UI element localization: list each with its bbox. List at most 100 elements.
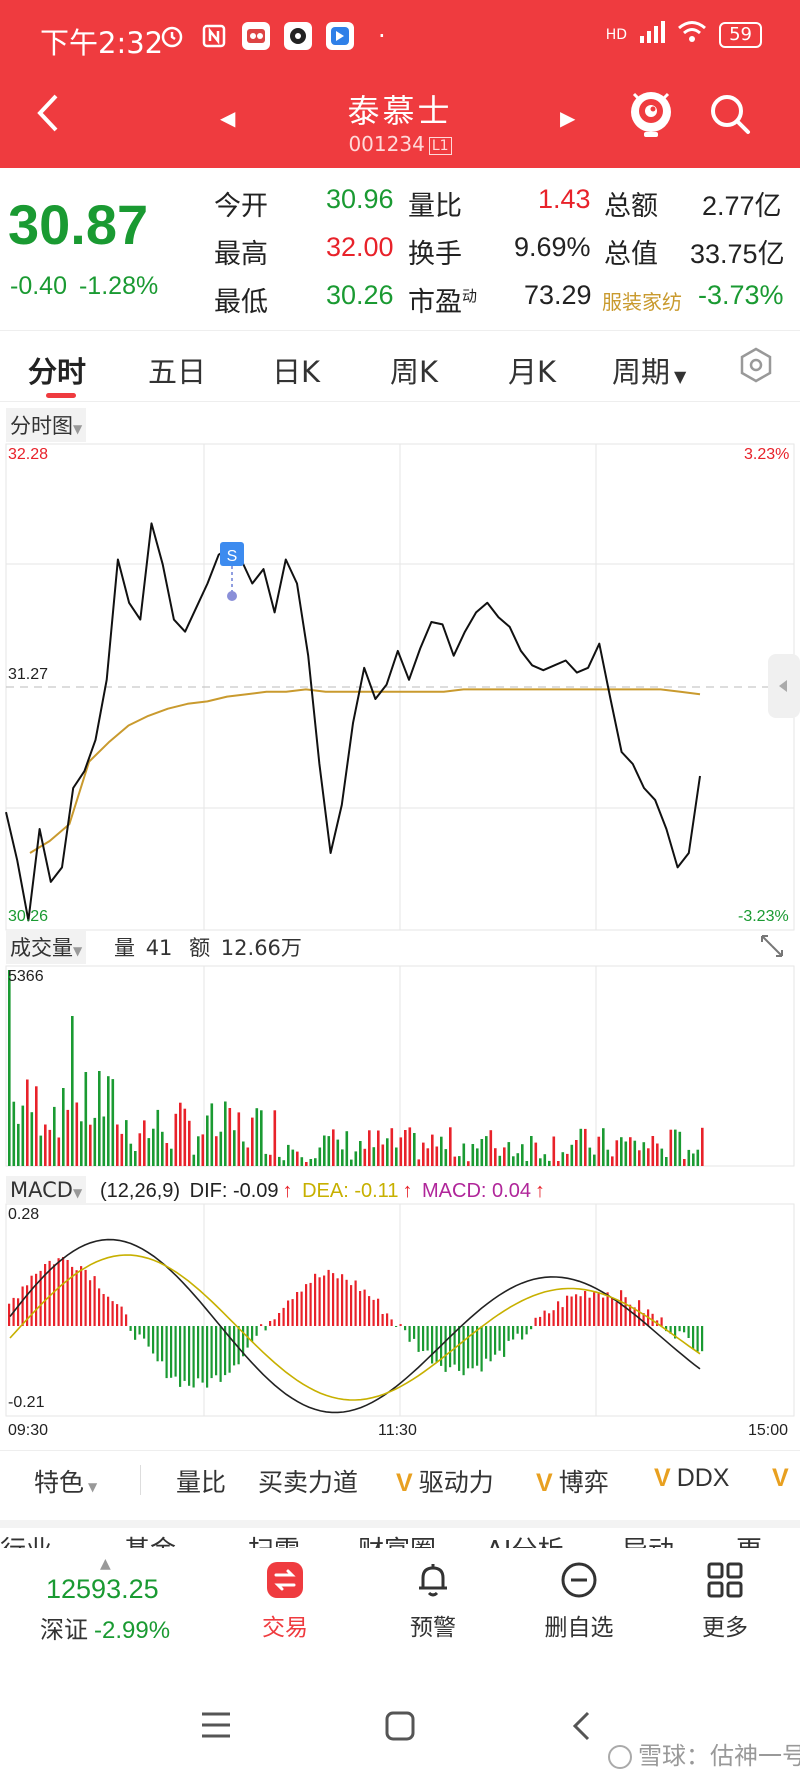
- menu-icon[interactable]: [200, 1710, 232, 1744]
- macd-bar: [678, 1326, 681, 1332]
- prev-stock-button[interactable]: ◀: [220, 106, 236, 130]
- volume-bar: [309, 1159, 313, 1166]
- macd-bar: [206, 1326, 209, 1388]
- tab-weekly-k[interactable]: 周K: [390, 355, 439, 389]
- index-value[interactable]: 12593.25: [46, 1574, 159, 1604]
- volume-bar: [476, 1148, 479, 1166]
- tab-wealth-circle[interactable]: 财富圈: [358, 1530, 436, 1548]
- macd-bar: [273, 1319, 276, 1326]
- macd-bar: [696, 1326, 699, 1352]
- macd-bar: [318, 1277, 321, 1326]
- index-name[interactable]: 深证 -2.99%: [40, 1610, 170, 1645]
- indicator-special[interactable]: 特色 ▼: [34, 1463, 97, 1499]
- volume-bar: [593, 1154, 596, 1166]
- intraday-chart[interactable]: S: [0, 404, 800, 1448]
- macd-bar: [192, 1326, 195, 1388]
- indicator-buy-sell-force[interactable]: 买卖力道: [258, 1468, 359, 1497]
- chart-area: 分时图▼ S: [0, 404, 800, 1448]
- volume-indicator-selector[interactable]: 成交量▼: [6, 930, 87, 964]
- tab-monthly-k[interactable]: 月K: [508, 355, 557, 389]
- next-stock-button[interactable]: ▶: [560, 106, 576, 130]
- volume-bar: [183, 1108, 187, 1166]
- volume-bar: [651, 1136, 655, 1166]
- macd-bar: [602, 1297, 605, 1326]
- back-arrow-icon[interactable]: [26, 90, 72, 136]
- macd-bar: [615, 1302, 618, 1326]
- macd-bar: [467, 1326, 470, 1369]
- hexagon-settings-icon[interactable]: [736, 345, 776, 385]
- volume-bar: [512, 1156, 515, 1166]
- tab-industry[interactable]: 行业: [0, 1530, 52, 1548]
- expand-icon[interactable]: [761, 935, 783, 957]
- watermark-text: 雪球：估神一号: [638, 1742, 800, 1770]
- macd-bar: [233, 1326, 236, 1366]
- tab-intraday[interactable]: 分时: [28, 355, 87, 389]
- indicator-more-partial[interactable]: V: [772, 1463, 795, 1493]
- pe-label-text: 市盈: [408, 287, 462, 318]
- tab-daily-k[interactable]: 日K: [272, 355, 321, 389]
- trade-label: 交易: [262, 1615, 308, 1641]
- volume-bars: [8, 970, 704, 1166]
- tab-more[interactable]: 更: [736, 1530, 762, 1548]
- app-notify-icon: [326, 22, 354, 50]
- volume-bar: [62, 1088, 65, 1166]
- volume-bar: [525, 1161, 529, 1166]
- macd-bar: [314, 1273, 317, 1326]
- volume-bar: [242, 1141, 245, 1166]
- volume-bar: [683, 1159, 686, 1166]
- indicator-volume-ratio[interactable]: 量比: [176, 1468, 227, 1497]
- macd-bar: [116, 1304, 119, 1326]
- macd-bar: [521, 1326, 524, 1340]
- back-icon[interactable]: [570, 1710, 594, 1746]
- search-icon[interactable]: [706, 90, 754, 138]
- price-series: [5, 522, 701, 922]
- chart-type-selector[interactable]: 分时图▼: [6, 408, 87, 442]
- indicator-ddx[interactable]: V DDX: [654, 1463, 729, 1493]
- macd-bar: [489, 1326, 492, 1362]
- macd-bar: [174, 1326, 177, 1377]
- trade-marker[interactable]: S: [220, 542, 244, 601]
- macd-grid: [5, 1203, 795, 1417]
- volume-bar: [318, 1147, 322, 1166]
- home-icon[interactable]: [384, 1710, 416, 1746]
- volume-bar: [39, 1135, 43, 1166]
- industry-name[interactable]: 服装家纺: [602, 290, 682, 314]
- macd-bar: [242, 1326, 245, 1357]
- volume-bar: [224, 1101, 227, 1166]
- system-navigation-bar: 雪球：估神一号: [0, 1680, 800, 1778]
- macd-indicator-selector[interactable]: MACD▼: [6, 1176, 87, 1204]
- macd-bar: [255, 1326, 258, 1336]
- indicator-driving-force[interactable]: V 驱动力: [396, 1463, 494, 1499]
- macd-label: MACD: [10, 1178, 73, 1202]
- macd-bar: [597, 1293, 600, 1326]
- pe-dynamic-mark: 动: [462, 287, 478, 305]
- macd-bar: [390, 1319, 393, 1326]
- volume-bar: [165, 1143, 169, 1166]
- pct-axis-high: 3.23%: [744, 446, 790, 463]
- remove-watchlist-button[interactable]: 删自选: [524, 1560, 634, 1642]
- tab-ai-analysis[interactable]: AI分析: [486, 1530, 563, 1548]
- tab-five-day[interactable]: 五日: [148, 355, 207, 389]
- indicator-game[interactable]: V 博弈: [536, 1463, 609, 1499]
- volume-bar: [53, 1106, 56, 1166]
- volume-bar: [638, 1150, 641, 1166]
- time-axis-start: 09:30: [8, 1422, 49, 1439]
- macd-bar: [480, 1326, 483, 1372]
- more-button[interactable]: 更多: [670, 1560, 780, 1642]
- assistant-robot-icon[interactable]: [624, 86, 678, 140]
- macd-bar: [350, 1285, 353, 1326]
- volume-bar: [390, 1128, 394, 1166]
- wifi-icon: [677, 20, 707, 50]
- tab-anomaly[interactable]: 异动: [622, 1530, 674, 1548]
- volume-bar: [372, 1147, 376, 1166]
- market-cap-label: 总值: [604, 239, 658, 270]
- tab-funds[interactable]: 基金: [124, 1530, 176, 1548]
- volume-bar: [89, 1124, 92, 1166]
- tab-risk-scan[interactable]: 扫雷: [248, 1530, 300, 1548]
- macd-bar: [485, 1326, 488, 1359]
- app-notify-icon: [242, 22, 270, 50]
- trade-button[interactable]: 交易: [230, 1560, 340, 1642]
- alert-button[interactable]: 预警: [378, 1560, 488, 1642]
- macd-bar: [422, 1326, 425, 1351]
- tab-period[interactable]: 周期 ▼: [612, 349, 686, 391]
